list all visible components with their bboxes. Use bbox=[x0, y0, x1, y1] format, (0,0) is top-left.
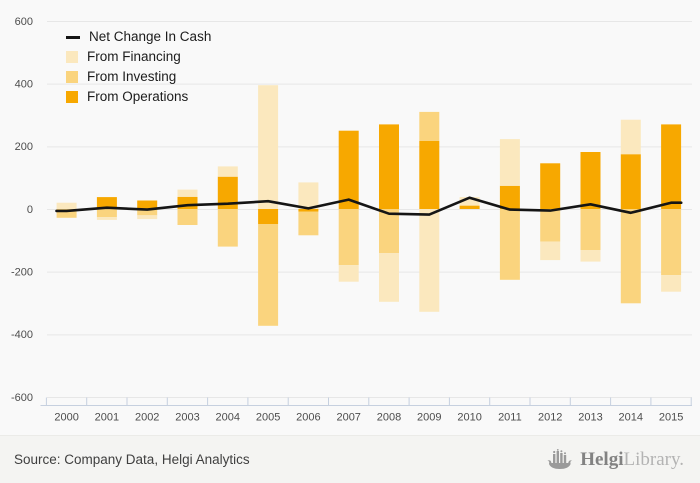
legend-color-swatch bbox=[66, 71, 78, 83]
source-text: Source: Company Data, Helgi Analytics bbox=[14, 452, 250, 467]
bar-2006-from-operations[interactable] bbox=[298, 209, 319, 212]
bar-2010-from-financing[interactable] bbox=[459, 197, 480, 206]
bar-2000-from-investing[interactable] bbox=[56, 209, 77, 218]
bar-2014-from-operations[interactable] bbox=[620, 154, 641, 209]
bar-2012-from-investing[interactable] bbox=[540, 209, 561, 242]
bar-2002-from-operations[interactable] bbox=[137, 200, 158, 210]
bar-2004-from-investing[interactable] bbox=[217, 209, 238, 247]
legend-label: From Financing bbox=[87, 49, 181, 64]
bar-2009-from-financing[interactable] bbox=[419, 209, 440, 312]
bar-2003-from-investing[interactable] bbox=[177, 209, 198, 225]
bar-2008-from-investing[interactable] bbox=[379, 209, 399, 254]
helgi-ship-icon bbox=[547, 448, 573, 469]
bar-2005-from-investing[interactable] bbox=[258, 224, 279, 326]
legend-color-swatch bbox=[66, 51, 78, 63]
x-tick-label: 2003 bbox=[175, 412, 199, 424]
footer: Source: Company Data, Helgi Analytics He… bbox=[0, 435, 700, 483]
legend-label: From Investing bbox=[87, 69, 177, 84]
y-tick-label: 600 bbox=[15, 16, 33, 28]
bar-2003-from-financing[interactable] bbox=[177, 189, 198, 197]
bar-2006-from-financing[interactable] bbox=[298, 182, 319, 209]
net-change-line bbox=[55, 196, 683, 216]
x-tick-label: 2011 bbox=[498, 412, 522, 424]
x-tick-label: 2015 bbox=[659, 412, 683, 424]
x-tick-label: 2006 bbox=[296, 412, 320, 424]
bar-2013-from-financing[interactable] bbox=[580, 250, 601, 262]
bar-2009-from-operations[interactable] bbox=[419, 141, 440, 209]
bar-2001-from-financing[interactable] bbox=[96, 217, 117, 220]
bar-2007-from-financing[interactable] bbox=[338, 265, 359, 282]
legend-item-net-change-in-cash[interactable]: Net Change In Cash bbox=[66, 27, 211, 47]
bar-2013-from-operations[interactable] bbox=[580, 152, 601, 209]
legend-color-swatch bbox=[66, 91, 78, 103]
bar-2014-from-investing[interactable] bbox=[620, 209, 641, 304]
x-tick-label: 2014 bbox=[619, 412, 643, 424]
bar-2001-from-investing[interactable] bbox=[96, 209, 117, 218]
y-tick-label: 400 bbox=[15, 78, 33, 90]
y-tick-label: -600 bbox=[11, 392, 33, 404]
x-tick-label: 2007 bbox=[336, 412, 360, 424]
x-tick-label: 2013 bbox=[578, 412, 602, 424]
x-tick-label: 2000 bbox=[54, 412, 78, 424]
brand-library: Library. bbox=[623, 448, 685, 470]
bar-2008-from-financing[interactable] bbox=[379, 253, 399, 302]
x-tick-label: 2004 bbox=[216, 412, 240, 424]
bar-2014-from-financing[interactable] bbox=[620, 119, 641, 155]
x-tick-label: 2010 bbox=[457, 412, 481, 424]
bar-2011-from-financing[interactable] bbox=[499, 139, 520, 186]
y-tick-label: 200 bbox=[15, 141, 33, 153]
legend-label: From Operations bbox=[87, 89, 189, 104]
bar-2002-from-investing[interactable] bbox=[137, 209, 158, 216]
legend-item-from-financing[interactable]: From Financing bbox=[66, 47, 211, 67]
x-tick-label: 2001 bbox=[95, 412, 119, 424]
bar-2006-from-investing[interactable] bbox=[298, 211, 319, 236]
bar-2012-from-operations[interactable] bbox=[540, 163, 561, 209]
bar-2004-from-operations[interactable] bbox=[217, 176, 238, 209]
chart-legend: Net Change In Cash From Financing From Inv… bbox=[66, 27, 211, 107]
chart-area: 600 400 200 0 -200 -400 -600 2000 2001 2002 2003 20… bbox=[11, 16, 692, 424]
bar-2001-from-operations[interactable] bbox=[96, 197, 117, 209]
brand-helgi: Helgi bbox=[580, 448, 624, 470]
legend-item-from-operations[interactable]: From Operations bbox=[66, 87, 211, 107]
x-tick-label: 2008 bbox=[377, 412, 401, 424]
bar-2005-from-operations[interactable] bbox=[258, 209, 279, 224]
bar-2015-from-operations[interactable] bbox=[661, 124, 682, 209]
bar-2011-from-operations[interactable] bbox=[499, 185, 520, 209]
bar-2000-from-financing[interactable] bbox=[56, 202, 77, 209]
y-tick-label: 0 bbox=[27, 204, 33, 216]
x-tick-label: 2009 bbox=[417, 412, 441, 424]
bar-2005-from-financing[interactable] bbox=[258, 85, 279, 209]
legend-label: Net Change In Cash bbox=[89, 29, 212, 44]
bar-2008-from-operations[interactable] bbox=[379, 124, 399, 209]
bar-2012-from-financing[interactable] bbox=[540, 241, 561, 261]
bar-2009-from-investing[interactable] bbox=[419, 111, 440, 141]
x-tick-label: 2002 bbox=[135, 412, 159, 424]
bar-2015-from-investing[interactable] bbox=[661, 209, 682, 276]
bar-2002-from-financing[interactable] bbox=[137, 215, 158, 220]
bar-2011-from-investing[interactable] bbox=[499, 209, 520, 280]
y-tick-label: -200 bbox=[11, 266, 33, 278]
bar-2007-from-operations[interactable] bbox=[338, 130, 359, 209]
helgi-library-logo[interactable]: Helgi Library. bbox=[547, 448, 700, 471]
legend-line-swatch bbox=[66, 35, 80, 39]
bar-2013-from-investing[interactable] bbox=[580, 209, 601, 250]
x-tick-label: 2005 bbox=[256, 412, 280, 424]
bar-2010-from-operations[interactable] bbox=[459, 205, 480, 209]
bar-2007-from-investing[interactable] bbox=[338, 209, 359, 266]
bar-2015-from-financing[interactable] bbox=[661, 275, 682, 292]
x-tick-label: 2012 bbox=[538, 412, 562, 424]
bar-2004-from-financing[interactable] bbox=[217, 166, 238, 177]
legend-item-from-investing[interactable]: From Investing bbox=[66, 67, 211, 87]
y-tick-label: -400 bbox=[11, 329, 33, 341]
